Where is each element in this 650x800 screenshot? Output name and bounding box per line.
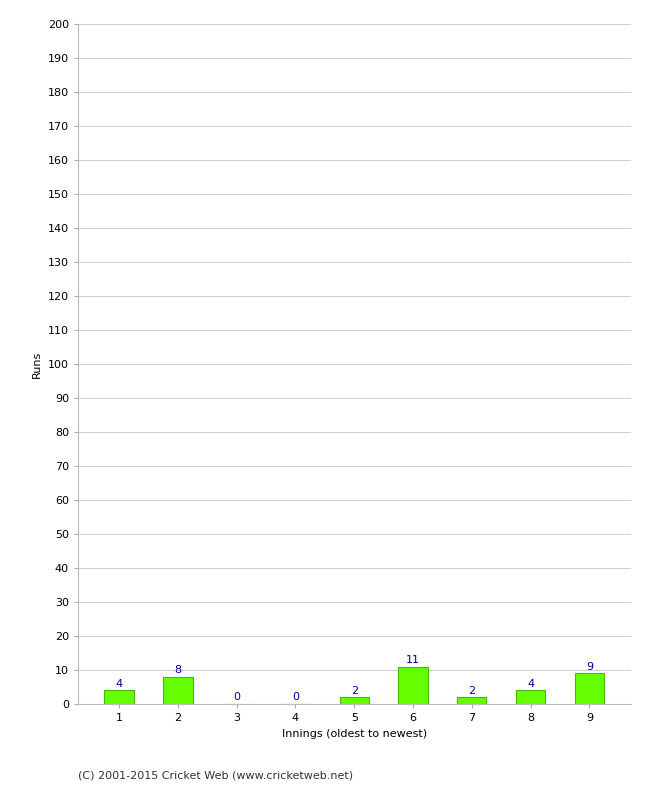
Text: 4: 4 <box>527 678 534 689</box>
Text: 2: 2 <box>468 686 475 695</box>
Text: (C) 2001-2015 Cricket Web (www.cricketweb.net): (C) 2001-2015 Cricket Web (www.cricketwe… <box>78 770 353 780</box>
Text: 0: 0 <box>233 692 240 702</box>
Bar <box>105 690 134 704</box>
Text: 8: 8 <box>174 665 181 675</box>
Bar <box>339 697 369 704</box>
Bar <box>163 677 192 704</box>
X-axis label: Innings (oldest to newest): Innings (oldest to newest) <box>281 729 427 738</box>
Text: 9: 9 <box>586 662 593 672</box>
Text: 4: 4 <box>116 678 123 689</box>
Text: 0: 0 <box>292 692 299 702</box>
Text: 2: 2 <box>351 686 358 695</box>
Bar <box>516 690 545 704</box>
Bar <box>398 666 428 704</box>
Y-axis label: Runs: Runs <box>32 350 42 378</box>
Bar <box>457 697 486 704</box>
Text: 11: 11 <box>406 655 420 665</box>
Bar <box>575 674 604 704</box>
